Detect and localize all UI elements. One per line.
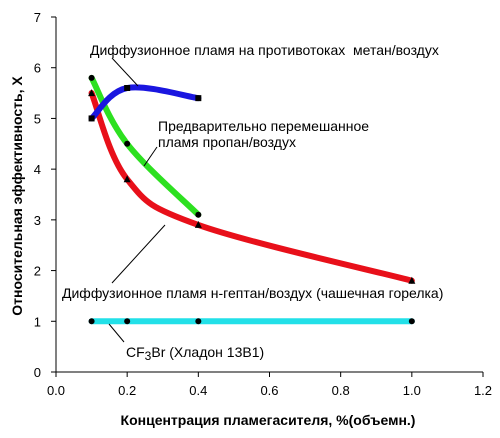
point-propane [88,74,95,81]
x-tick-label: 1.2 [474,383,492,398]
y-tick-label: 0 [34,365,41,380]
x-tick-label: 0.0 [47,383,65,398]
y-axis-title: Относительная эффективность, Х [9,76,25,316]
point-heptane [88,89,96,97]
y-tick-label: 4 [34,162,41,177]
annotation-propane-line2: пламя пропан/воздух [158,134,296,150]
point-cf3br [124,318,131,325]
y-tick-label: 5 [34,111,41,126]
cf3br-subscript: 3 [145,349,152,363]
annotation-methane: Диффузионное пламя на противотоках метан… [90,42,439,58]
point-heptane [194,220,202,228]
annotation-cf3br: CF3Br (Хладон 13В1) [126,344,264,363]
x-tick-label: 0.6 [260,383,278,398]
point-heptane [408,276,416,284]
leader-line-propane [143,146,158,167]
y-tick-label: 3 [34,213,41,228]
annotation-heptane: Диффузионное пламя н-гептан/воздух (чаше… [62,285,443,301]
leader-line-methane [111,57,139,87]
x-tick-label: 0.2 [118,383,136,398]
cf3br-suffix: Br (Хладон 13В1) [151,344,264,360]
point-methane [124,85,131,91]
series-line-heptane [88,90,415,284]
x-tick-label: 0.8 [332,383,350,398]
point-methane [195,95,202,102]
point-cf3br [195,318,202,325]
markers-layer [88,74,416,325]
leader-line-cf3br [108,323,125,343]
leader-line-heptane [111,224,166,284]
point-heptane [123,175,131,183]
point-cf3br [408,318,415,325]
point-cf3br [88,318,95,325]
point-propane [195,211,202,218]
x-tick-label: 1.0 [403,383,421,398]
axis-ticks: 0.0 0.2 0.4 0.6 0.8 1.0 1.2 0 1 2 3 4 5 6 7 [34,10,492,398]
point-propane [124,140,131,147]
y-tick-label: 6 [34,61,41,76]
y-tick-label: 1 [34,314,41,329]
y-tick-label: 2 [34,264,41,279]
y-tick-label: 7 [34,10,41,25]
point-methane [88,115,95,122]
x-tick-label: 0.4 [189,383,207,398]
cf3br-prefix: CF [126,344,145,360]
x-axis-title: Концентрация пламегасителя, %(объемн.) [121,412,416,428]
annotation-propane-line1: Предварительно перемешанное [158,118,369,134]
